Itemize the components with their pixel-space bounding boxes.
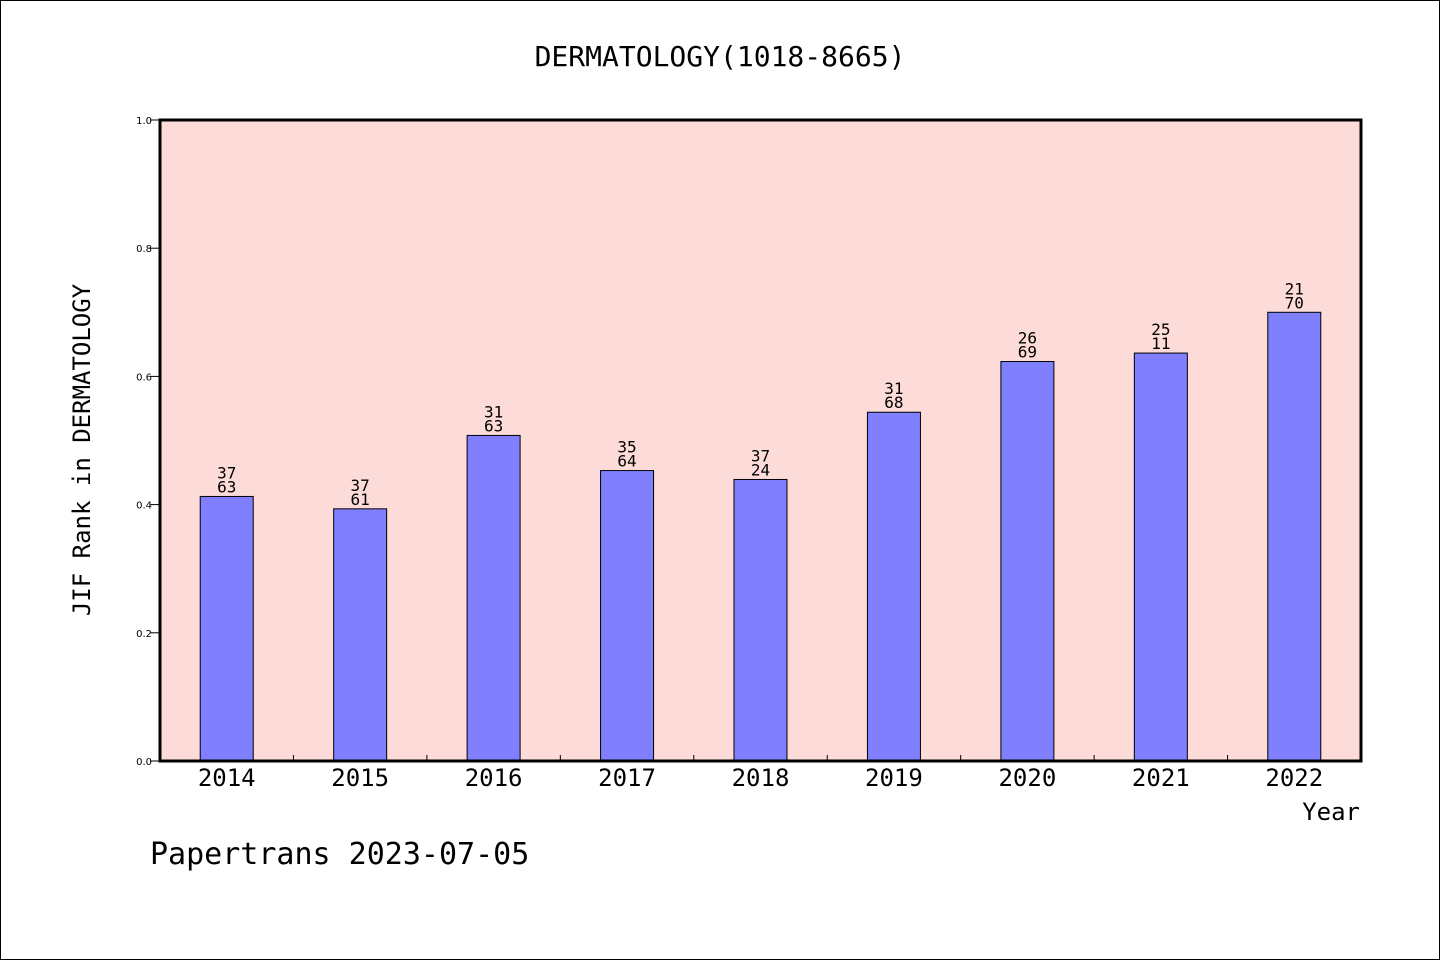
bar-2018 xyxy=(733,478,788,762)
bar-label-2019-line2: 68 xyxy=(884,393,903,412)
bar-label-2022-line1: 21 xyxy=(1285,279,1304,298)
bar-label-2016-line1: 31 xyxy=(484,402,503,421)
x-tick-label-2019: 2019 xyxy=(865,764,923,792)
bar-label-2015-line2: 61 xyxy=(351,490,370,509)
chart-title: DERMATOLOGY(1018-8665) xyxy=(535,40,906,73)
y-tick-label-0.4: 0.4 xyxy=(136,501,152,512)
bar-label-2018-line1: 37 xyxy=(751,446,770,465)
x-axis: 2014 2015 2016 2017 2018 2019 2020 2021 2022 xyxy=(198,755,1323,792)
x-axis-label: Year xyxy=(1302,798,1360,826)
y-tick-label-0.6: 0.6 xyxy=(136,372,152,383)
bars-group xyxy=(199,311,1322,762)
bar-label-2016-line2: 63 xyxy=(484,416,503,435)
bar-label-2021-line1: 25 xyxy=(1151,320,1170,339)
x-tick-label-2017: 2017 xyxy=(598,764,656,792)
y-tick-label-0.8: 0.8 xyxy=(136,244,152,255)
y-axis-label: JIF Rank in DERMATOLOGY xyxy=(68,283,96,616)
bar-label-2018-line2: 24 xyxy=(751,460,770,479)
x-tick-label-2014: 2014 xyxy=(198,764,256,792)
bar-2019 xyxy=(866,411,921,762)
bar-label-2014-line1: 37 xyxy=(217,463,236,482)
bar-label-2022-line2: 70 xyxy=(1285,293,1304,312)
bar-label-2020-line1: 26 xyxy=(1018,329,1037,348)
bar-label-2019-line1: 31 xyxy=(884,379,903,398)
footer-text: Papertrans 2023-07-05 xyxy=(150,837,529,872)
bar-label-2021-line2: 11 xyxy=(1151,334,1170,353)
bar-2014 xyxy=(199,495,254,762)
x-tick-label-2018: 2018 xyxy=(732,764,790,792)
x-tick-label-2022: 2022 xyxy=(1265,764,1323,792)
bar-2021 xyxy=(1133,352,1188,762)
plot-border xyxy=(158,118,1363,763)
bar-2022 xyxy=(1267,311,1322,762)
y-tick-label-0.0: 0.0 xyxy=(136,757,152,768)
bar-2017 xyxy=(600,470,655,762)
bar-label-2020-line2: 69 xyxy=(1018,343,1037,362)
y-axis: 0.0 0.2 0.4 0.6 0.8 1.0 xyxy=(136,116,160,768)
bar-label-2017-line1: 35 xyxy=(617,438,636,457)
x-tick-label-2015: 2015 xyxy=(331,764,389,792)
x-tick-label-2020: 2020 xyxy=(998,764,1056,792)
y-tick-label-1.0: 1.0 xyxy=(136,116,152,127)
y-tick-label-0.2: 0.2 xyxy=(136,629,152,640)
x-tick-label-2016: 2016 xyxy=(465,764,523,792)
bar-2016 xyxy=(466,434,521,762)
bar-2020 xyxy=(1000,361,1055,762)
bar-label-2017-line2: 64 xyxy=(617,452,636,471)
x-tick-label-2021: 2021 xyxy=(1132,764,1190,792)
bar-label-2014-line2: 63 xyxy=(217,477,236,496)
bar-label-2015-line1: 37 xyxy=(351,476,370,495)
bar-2015 xyxy=(333,508,388,762)
